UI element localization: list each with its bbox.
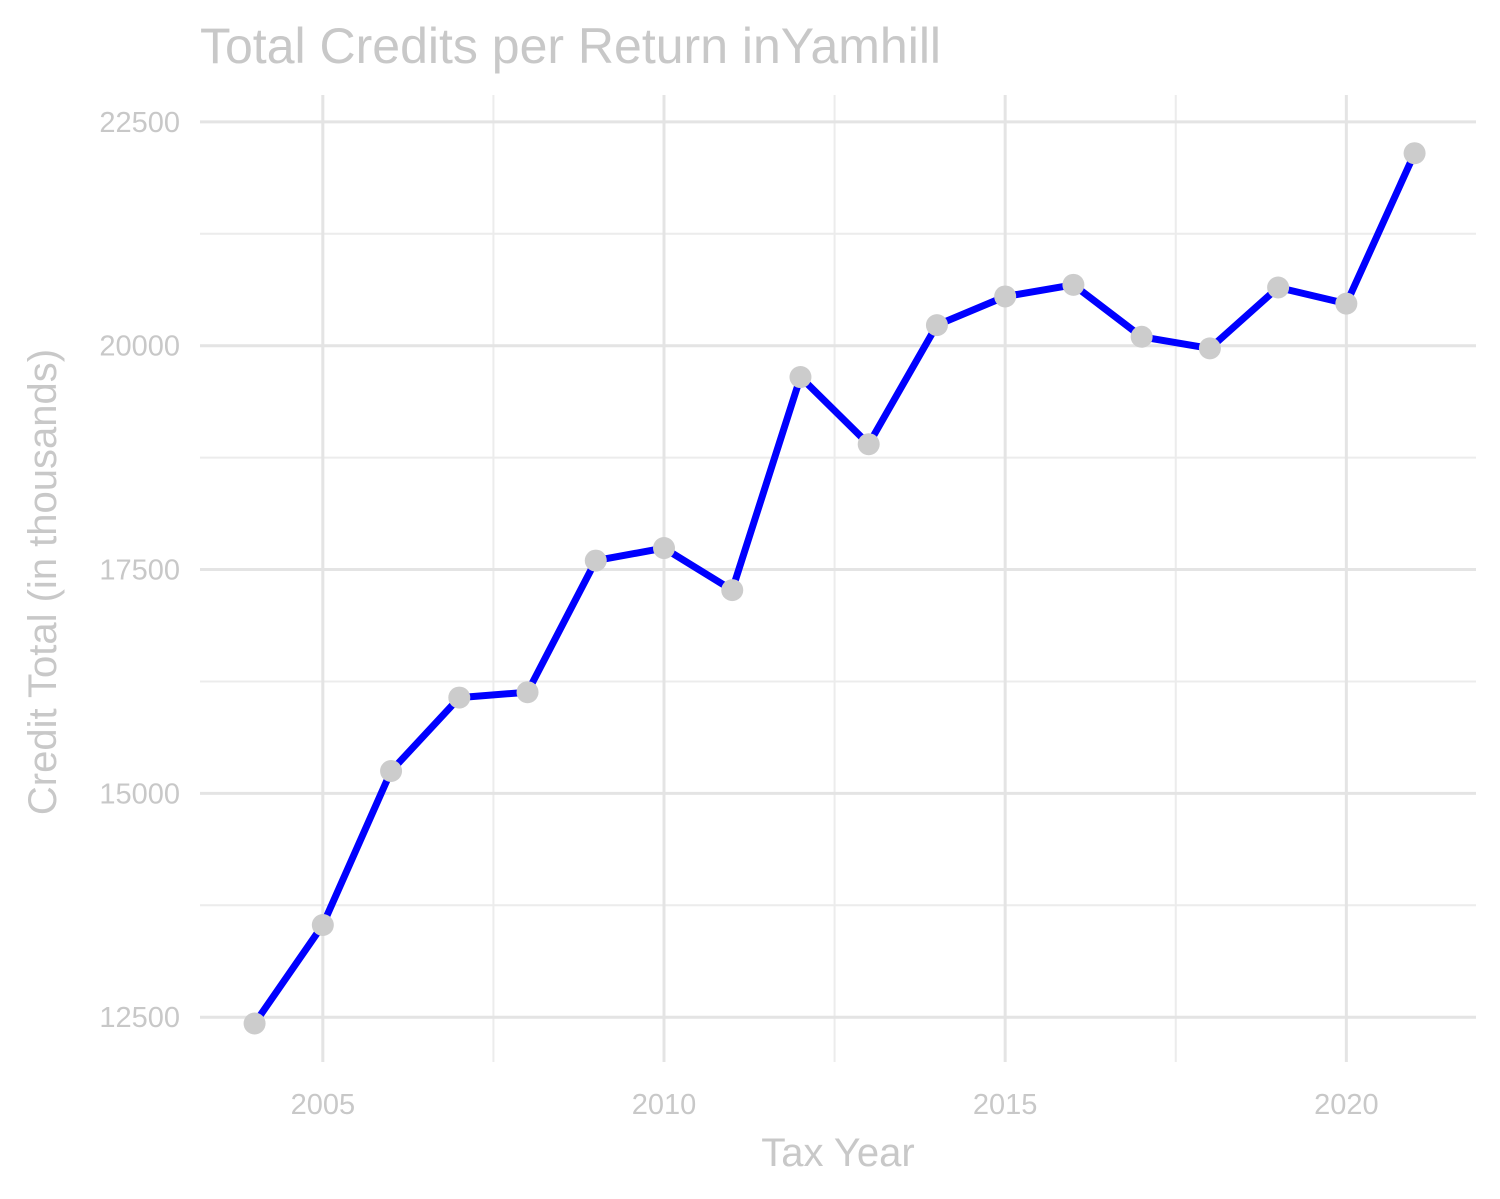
- grid-layer: [200, 95, 1476, 1062]
- series-line: [251, 149, 1419, 1027]
- y-tick-label: 12500: [99, 1002, 180, 1034]
- data-point: [380, 760, 403, 783]
- data-point: [653, 537, 675, 560]
- data-point: [516, 681, 539, 704]
- data-point: [994, 285, 1017, 308]
- data-point: [1062, 273, 1085, 296]
- chart-title: Total Credits per Return inYamhill: [200, 18, 941, 74]
- x-tick-label: 2020: [1314, 1089, 1379, 1121]
- data-point: [584, 549, 607, 572]
- data-point: [857, 433, 880, 456]
- data-point: [1130, 325, 1153, 348]
- x-axis-title: Tax Year: [761, 1131, 914, 1175]
- x-tick-label: 2010: [632, 1089, 697, 1121]
- y-tick-label: 20000: [99, 331, 180, 363]
- data-point: [243, 1012, 266, 1035]
- data-point: [1335, 292, 1358, 315]
- y-tick-label: 17500: [99, 555, 180, 587]
- x-tick-label: 2005: [291, 1089, 356, 1121]
- data-point: [789, 366, 812, 389]
- data-point: [1403, 142, 1426, 165]
- data-point: [448, 686, 471, 709]
- y-axis-title: Credit Total (in thousands): [21, 349, 65, 815]
- tick-labels: 12500 15000 17500 20000 22500 2005 2010 2015 202…: [99, 107, 1378, 1121]
- data-point: [1267, 276, 1290, 299]
- data-point: [925, 314, 948, 337]
- x-tick-label: 2015: [973, 1089, 1038, 1121]
- data-point: [311, 914, 334, 937]
- y-tick-label: 22500: [99, 107, 180, 139]
- data-point: [1198, 337, 1221, 360]
- series-layer: [243, 142, 1426, 1035]
- data-point: [721, 579, 744, 602]
- y-tick-label: 15000: [99, 778, 180, 810]
